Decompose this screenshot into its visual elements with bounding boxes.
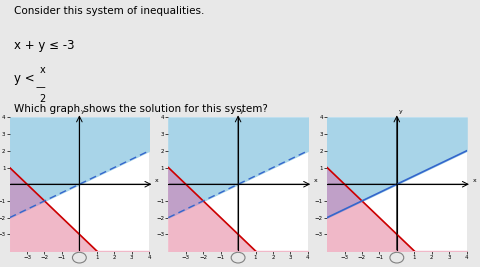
Text: x: x (472, 178, 475, 183)
Text: y <: y < (14, 72, 38, 85)
Text: Consider this system of inequalities.: Consider this system of inequalities. (14, 6, 204, 16)
Text: 2: 2 (39, 94, 46, 104)
Text: y: y (81, 109, 84, 114)
Text: x: x (40, 65, 46, 75)
Text: y: y (240, 109, 243, 114)
Text: x: x (155, 178, 158, 183)
Text: —: — (36, 82, 45, 92)
Text: x + y ≤ -3: x + y ≤ -3 (14, 39, 74, 52)
Text: y: y (398, 109, 401, 114)
Text: Which graph shows the solution for this system?: Which graph shows the solution for this … (14, 104, 267, 113)
Text: x: x (313, 178, 317, 183)
